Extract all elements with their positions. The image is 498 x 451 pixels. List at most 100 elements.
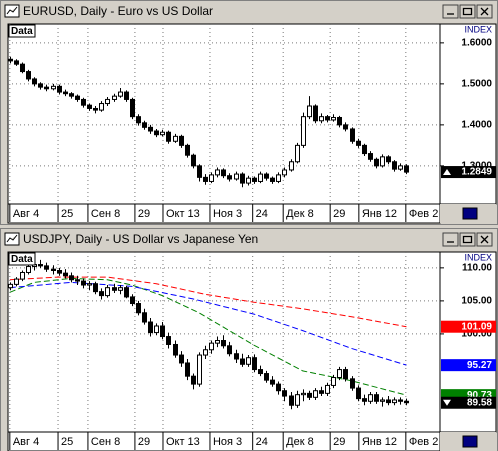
y-tick-label: 1.4000	[461, 120, 492, 131]
corner-icon[interactable]	[462, 207, 478, 220]
candle-body	[374, 394, 379, 402]
candle-body	[252, 357, 257, 371]
candle-body	[331, 116, 336, 121]
candle-body	[57, 269, 62, 274]
candle-body	[325, 116, 330, 121]
candle-body	[337, 116, 342, 126]
candle-body	[221, 340, 226, 347]
x-tick-label: Фев 2	[409, 208, 439, 220]
candle-body	[337, 369, 342, 379]
candle-body	[118, 287, 123, 291]
candle-body	[215, 340, 220, 344]
candle-body	[362, 398, 367, 402]
candle-body	[350, 128, 355, 142]
candle-body	[221, 169, 226, 177]
price-label: 101.09	[461, 321, 492, 332]
candle-body	[173, 343, 178, 356]
candle-body	[69, 93, 74, 97]
candle-body	[289, 161, 294, 171]
candle-body	[51, 268, 56, 271]
candle-body	[203, 176, 208, 182]
x-tick-label: Дек 8	[286, 208, 314, 220]
button-min[interactable]	[442, 4, 459, 19]
x-tick-label: Окт 13	[166, 208, 200, 220]
current-price-box	[441, 166, 496, 179]
candle-body	[185, 144, 190, 156]
candle-body	[63, 91, 68, 95]
candle-body	[93, 107, 98, 111]
candle-body	[319, 116, 324, 122]
candle-body	[124, 287, 129, 298]
candle-body	[105, 98, 110, 105]
candle-body	[362, 144, 367, 155]
candle-body	[44, 265, 49, 270]
candle-body	[197, 165, 202, 178]
x-tick-label: Сен 8	[91, 208, 120, 220]
tag: Data	[11, 26, 33, 37]
window-title: USDJPY, Daily - US Dollar vs Japanese Ye…	[23, 232, 258, 246]
candle-body	[227, 175, 232, 180]
button-glyph	[462, 235, 473, 244]
y-tick-label: 1.5000	[461, 79, 492, 90]
candle-body	[386, 399, 391, 404]
candle-body	[295, 144, 300, 163]
candle-body	[160, 325, 165, 338]
candle-body	[124, 91, 129, 100]
button-glyph	[480, 7, 489, 16]
y-tick-label: 105.00	[461, 296, 492, 307]
candle-body	[215, 169, 220, 176]
candle-body	[75, 279, 80, 282]
window-icon	[4, 4, 20, 18]
candle-body	[136, 116, 141, 124]
tag-box	[8, 24, 36, 38]
candle-body	[264, 173, 269, 179]
candle-body	[166, 131, 171, 142]
x-tick-label: Сен 8	[91, 436, 120, 448]
candle-body	[234, 353, 239, 360]
candle-body	[313, 390, 318, 398]
candle-body	[270, 379, 275, 385]
candle-body	[331, 377, 336, 386]
x-tick-label: Окт 13	[166, 436, 200, 448]
button-max[interactable]	[459, 4, 476, 19]
x-tick-label: Янв 12	[362, 208, 397, 220]
price-label-box	[441, 320, 496, 333]
candle-body	[191, 375, 196, 385]
candle-body	[81, 280, 86, 286]
candle-body	[368, 394, 373, 402]
title-bar	[2, 2, 496, 21]
current-price: 89.58	[467, 397, 492, 408]
candle-body	[264, 373, 269, 381]
x-tick-label: Дек 8	[286, 436, 314, 448]
candle-body	[276, 383, 281, 392]
x-tick-label: 25	[61, 208, 73, 220]
corner-icon[interactable]	[462, 435, 478, 448]
candle-body	[75, 95, 80, 100]
button-glyph	[462, 7, 473, 16]
title-bar	[2, 230, 496, 249]
y-tick-label: 1.3000	[461, 161, 492, 172]
candle-body	[154, 325, 159, 334]
tag-box	[8, 252, 36, 266]
candle-body	[130, 98, 135, 118]
button-max[interactable]	[459, 232, 476, 247]
moving-average	[9, 281, 407, 366]
button-glyph	[480, 235, 489, 244]
candle-body	[258, 173, 263, 182]
candle-body	[240, 358, 245, 365]
candle-body	[209, 174, 214, 182]
candle-body	[185, 362, 190, 377]
x-tick-label: 29	[333, 208, 345, 220]
candle-body	[307, 392, 312, 398]
candle-body	[276, 174, 281, 182]
x-tick-label: Ноя 3	[213, 208, 242, 220]
candle-body	[258, 369, 263, 375]
candle-body	[380, 399, 385, 402]
candle-body	[191, 154, 196, 167]
current-price-box	[441, 396, 496, 409]
button-min[interactable]	[442, 232, 459, 247]
candle-body	[57, 85, 62, 93]
candle-body	[69, 275, 74, 281]
candle-body	[343, 124, 348, 130]
candle-body	[142, 122, 147, 128]
